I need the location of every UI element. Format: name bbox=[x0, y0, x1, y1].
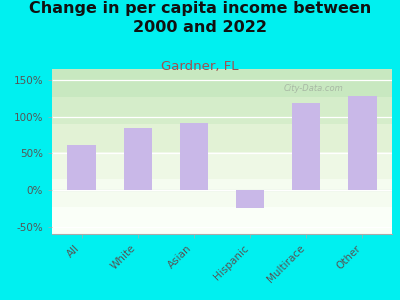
Bar bbox=[52, 152, 392, 179]
Bar bbox=[124, 128, 152, 190]
Bar bbox=[52, 179, 392, 206]
Bar bbox=[292, 103, 320, 190]
Text: Gardner, FL: Gardner, FL bbox=[161, 60, 239, 73]
Bar bbox=[52, 69, 392, 97]
Text: Change in per capita income between
2000 and 2022: Change in per capita income between 2000… bbox=[29, 2, 371, 35]
Bar bbox=[180, 122, 208, 190]
Bar bbox=[52, 97, 392, 124]
Bar bbox=[52, 206, 392, 234]
Text: City-Data.com: City-Data.com bbox=[283, 84, 343, 93]
Bar bbox=[52, 124, 392, 152]
Bar bbox=[68, 145, 96, 190]
Bar bbox=[236, 190, 264, 208]
Bar bbox=[348, 96, 376, 190]
